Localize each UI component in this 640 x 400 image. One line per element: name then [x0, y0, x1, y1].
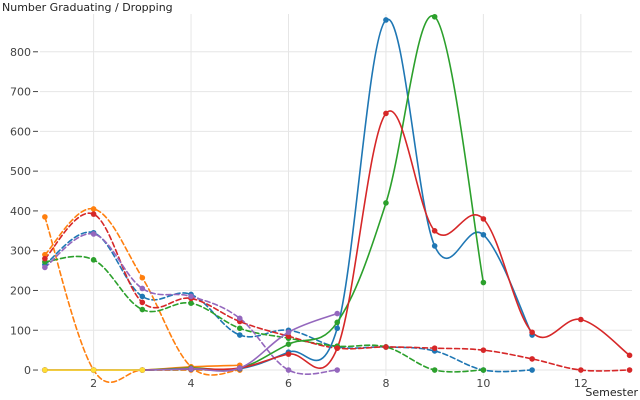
graduation-data-point [578, 316, 584, 323]
graduation-data-point [236, 365, 243, 371]
dropout-data-point [139, 299, 146, 306]
graduation-data-point [285, 351, 292, 357]
dropout-data-point [334, 367, 341, 373]
grid [40, 14, 632, 376]
dropout-data-point [90, 211, 97, 217]
graduation-data-point [285, 329, 292, 336]
x-tick-label: 4 [188, 377, 195, 390]
graduation-data-point [529, 329, 535, 336]
dropout-data-point [90, 231, 97, 237]
graduation-data-point [480, 279, 487, 286]
x-axis-title: Semester [585, 386, 638, 399]
graduation-data-point [139, 367, 146, 373]
dropout-data-point [529, 367, 535, 373]
graduation-data-point [90, 367, 97, 373]
graduation-data-point [188, 366, 194, 372]
dropout-series-line [44, 212, 631, 372]
graduation-data-point [334, 310, 341, 317]
graduation-data-point [383, 17, 389, 23]
dropout-series-line [44, 231, 533, 373]
dropout-data-point [236, 332, 243, 338]
dropout-data-point [42, 264, 48, 271]
graduation-data-point [480, 231, 487, 238]
x-tick-label: 6 [285, 377, 292, 390]
dropout-data-point [42, 255, 48, 262]
dropout-data-point [480, 347, 487, 353]
dropout-data-point [431, 345, 438, 351]
dropout-data-point [139, 274, 146, 281]
graduation-series-line [44, 110, 631, 371]
dropout-data-point [626, 367, 633, 373]
dropout-data-point [285, 333, 292, 340]
dropout-data-point [139, 306, 146, 313]
dropout-data-point [480, 367, 487, 373]
y-tick-label: 800 [10, 46, 31, 59]
dropout-data-point [431, 367, 438, 373]
dropout-data-point [383, 344, 389, 350]
graduation-data-point [480, 216, 487, 222]
graduation-data-point [334, 325, 341, 332]
dropout-data-point [285, 367, 292, 373]
graduation-data-point [42, 367, 48, 373]
axis-ticks: 2 4 6 8 10 12 0 100 200 300 400 500 600 700 800 [10, 46, 588, 390]
y-tick-label: 100 [10, 324, 31, 337]
dropout-series-line [44, 255, 485, 373]
dropout-data-point [90, 206, 97, 212]
dropout-data-point [578, 367, 584, 373]
x-tick-label: 8 [382, 377, 389, 390]
dropout-series-line [44, 208, 241, 376]
graduation-data-point [383, 110, 389, 117]
graduation-data-point [431, 243, 438, 249]
x-tick-label: 10 [476, 377, 490, 390]
dropout-data-point [42, 214, 48, 220]
dropout-data-point [139, 293, 146, 300]
dropout-series-line [44, 216, 241, 384]
graduation-data-point [285, 341, 292, 347]
y-tick-label: 600 [10, 125, 31, 138]
y-axis-title: Number Graduating / Dropping [2, 1, 173, 14]
graduation-data-point [334, 345, 341, 351]
y-tick-label: 0 [24, 364, 31, 377]
dropout-data-point [42, 251, 48, 258]
graduation-data-point [431, 13, 438, 20]
x-tick-label: 12 [574, 377, 588, 390]
graduation-series-line [44, 15, 485, 371]
y-tick-label: 700 [10, 86, 31, 99]
dropout-data-point [90, 257, 97, 263]
y-tick-label: 200 [10, 284, 31, 297]
x-tick-label: 2 [90, 377, 97, 390]
y-tick-label: 500 [10, 165, 31, 178]
graduation-data-point [626, 352, 633, 359]
dropout-data-point [139, 285, 146, 292]
dropout-data-point [188, 293, 194, 300]
graduation-data-point [383, 200, 389, 206]
dropout-data-point [236, 325, 243, 332]
graduation-data-point [431, 228, 438, 234]
y-tick-label: 400 [10, 205, 31, 218]
dropout-data-point [188, 300, 194, 307]
dropout-data-point [529, 356, 535, 362]
y-tick-label: 300 [10, 245, 31, 258]
dropout-data-point [236, 315, 243, 322]
graduation-data-point [334, 319, 341, 326]
series-markers [42, 13, 633, 373]
